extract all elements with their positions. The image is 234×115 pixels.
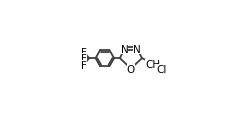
Text: O: O <box>127 64 135 74</box>
Text: Cl: Cl <box>156 64 166 74</box>
Text: N: N <box>121 44 128 54</box>
Text: F: F <box>81 60 87 70</box>
Text: F: F <box>81 54 87 64</box>
Text: F: F <box>81 47 87 57</box>
Text: N: N <box>133 44 141 54</box>
Text: CH₂: CH₂ <box>145 59 164 69</box>
